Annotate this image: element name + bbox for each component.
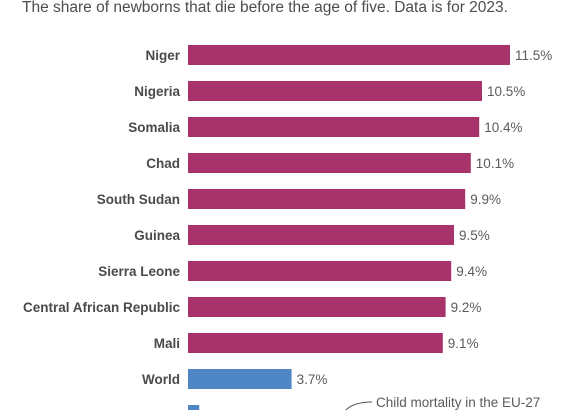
annotation-leader bbox=[345, 401, 373, 410]
value-label: 9.5% bbox=[459, 228, 490, 243]
category-label: Niger bbox=[145, 48, 180, 63]
bar bbox=[188, 261, 452, 281]
category-label: Mali bbox=[154, 336, 180, 351]
chart-subtitle: The share of newborns that die before th… bbox=[22, 0, 508, 16]
annotation-label: Child mortality in the EU-27 bbox=[376, 395, 540, 410]
category-label: Chad bbox=[146, 156, 180, 171]
bar bbox=[188, 81, 482, 101]
value-label: 3.7% bbox=[297, 372, 328, 387]
value-label: 9.9% bbox=[470, 192, 501, 207]
value-label: 9.1% bbox=[448, 336, 479, 351]
category-label: World bbox=[142, 372, 180, 387]
value-label: 10.4% bbox=[484, 120, 522, 135]
bar bbox=[188, 153, 471, 173]
bar bbox=[188, 45, 510, 65]
bars-layer: Niger 11.5% Nigeria 10.5% Somalia 10.4% Chad 10… bbox=[23, 45, 552, 410]
category-label: Somalia bbox=[128, 120, 180, 135]
bar bbox=[188, 369, 292, 389]
value-label: 11.5% bbox=[515, 48, 552, 63]
bar bbox=[188, 333, 443, 353]
value-label: 10.5% bbox=[487, 84, 525, 99]
bar bbox=[188, 189, 466, 209]
value-label: 9.2% bbox=[451, 300, 482, 315]
bar bbox=[188, 225, 454, 245]
category-label: Nigeria bbox=[134, 84, 180, 99]
value-label: 10.1% bbox=[476, 156, 514, 171]
category-label: Central African Republic bbox=[23, 300, 181, 315]
bar bbox=[188, 117, 480, 137]
category-label: South Sudan bbox=[97, 192, 180, 207]
value-label: 9.4% bbox=[456, 264, 487, 279]
bar bbox=[188, 405, 200, 410]
category-label: Guinea bbox=[134, 228, 180, 243]
category-label: Sierra Leone bbox=[98, 264, 180, 279]
bar bbox=[188, 297, 446, 317]
